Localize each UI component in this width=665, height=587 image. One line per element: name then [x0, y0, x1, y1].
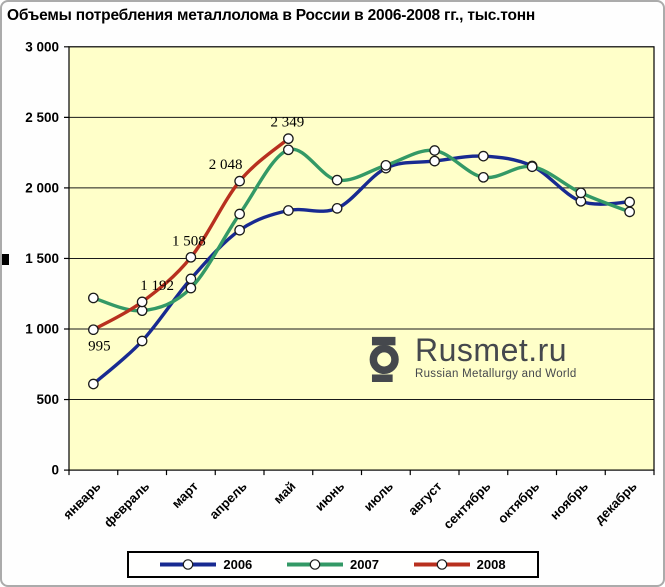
series-marker-2007	[234, 208, 245, 220]
series-marker-2007	[478, 171, 489, 183]
x-axis-label: сентябрь	[440, 479, 493, 532]
series-marker-2007	[331, 174, 343, 186]
y-axis-label: 1 500	[25, 251, 59, 266]
legend-label-2006: 2006	[223, 557, 253, 572]
y-axis-label: 2 500	[25, 110, 59, 125]
x-axis-label: июль	[361, 479, 396, 514]
series-marker-2008	[234, 175, 245, 187]
x-axis-label: май	[270, 479, 298, 507]
series-marker-2008	[136, 296, 148, 308]
x-axis-label: март	[169, 479, 201, 511]
data-label: 2 349	[271, 115, 305, 131]
x-axis-label: ноябрь	[547, 479, 591, 523]
data-label: 995	[88, 339, 111, 355]
x-axis-label: август	[405, 479, 445, 519]
series-marker-2006	[283, 205, 294, 216]
series-marker-2007	[575, 187, 587, 199]
y-axis-label: 0	[51, 463, 59, 478]
series-marker-2006	[234, 224, 245, 236]
data-label: 1 508	[172, 233, 206, 249]
x-axis-label: декабрь	[592, 479, 640, 527]
y-axis-label: 1 000	[25, 322, 59, 337]
series-marker-2008	[283, 133, 294, 145]
logo-tagline: Russian Metallurgy and World	[415, 368, 577, 380]
series-marker-2007	[380, 159, 392, 171]
series-marker-2006	[429, 155, 440, 167]
x-axis-label: апрель	[206, 479, 249, 522]
series-marker-2007	[88, 292, 99, 304]
series-marker-2007	[624, 206, 635, 218]
legend-item-2006: 2006	[159, 557, 252, 572]
data-label: 1 192	[140, 278, 174, 294]
legend-swatch-2007-icon	[287, 559, 344, 570]
rusmet-logo-icon	[369, 336, 399, 382]
legend-marker	[183, 559, 194, 570]
legend-item-2008: 2008	[413, 557, 506, 572]
series-marker-2007	[136, 305, 148, 317]
series-marker-2007	[526, 161, 538, 173]
series-marker-2008	[88, 324, 99, 336]
legend-label-2008: 2008	[476, 557, 506, 572]
y-axis-label: 3 000	[25, 39, 59, 54]
series-marker-2008	[185, 251, 197, 263]
series-marker-2006	[88, 378, 99, 390]
y-axis-title-fragment	[2, 254, 9, 265]
series-marker-2006	[331, 203, 343, 214]
y-axis-label: 500	[36, 392, 59, 407]
legend-item-2007: 2007	[286, 557, 379, 572]
series-marker-2006	[478, 150, 489, 162]
logo-name: Rusmet.ru	[415, 332, 568, 368]
logo-text: Rusmet.ru Russian Metallurgy and World	[415, 332, 577, 380]
series-marker-2007	[283, 144, 294, 156]
data-label: 2 048	[209, 157, 243, 173]
series-marker-2007	[429, 145, 440, 156]
x-axis-label: июнь	[312, 479, 347, 514]
x-axis-label: январь	[60, 479, 103, 522]
series-marker-2006	[136, 335, 148, 347]
legend-label-2007: 2007	[350, 557, 379, 572]
y-axis-label: 2 000	[25, 180, 59, 195]
series-marker-2006	[624, 196, 635, 208]
chart-legend: 2006 2007 2008	[126, 551, 539, 578]
legend-marker	[309, 559, 321, 570]
legend-marker	[436, 559, 447, 570]
legend-swatch-2008-icon	[413, 559, 470, 570]
x-axis-label: февраль	[101, 479, 153, 531]
series-marker-2007	[185, 282, 197, 294]
chart-title: Объемы потребления металлолома в России …	[7, 7, 536, 24]
x-axis-label: октябрь	[495, 479, 543, 527]
rusmet-logo: Rusmet.ru Russian Metallurgy and World	[369, 332, 577, 382]
legend-swatch-2006-icon	[160, 559, 217, 570]
